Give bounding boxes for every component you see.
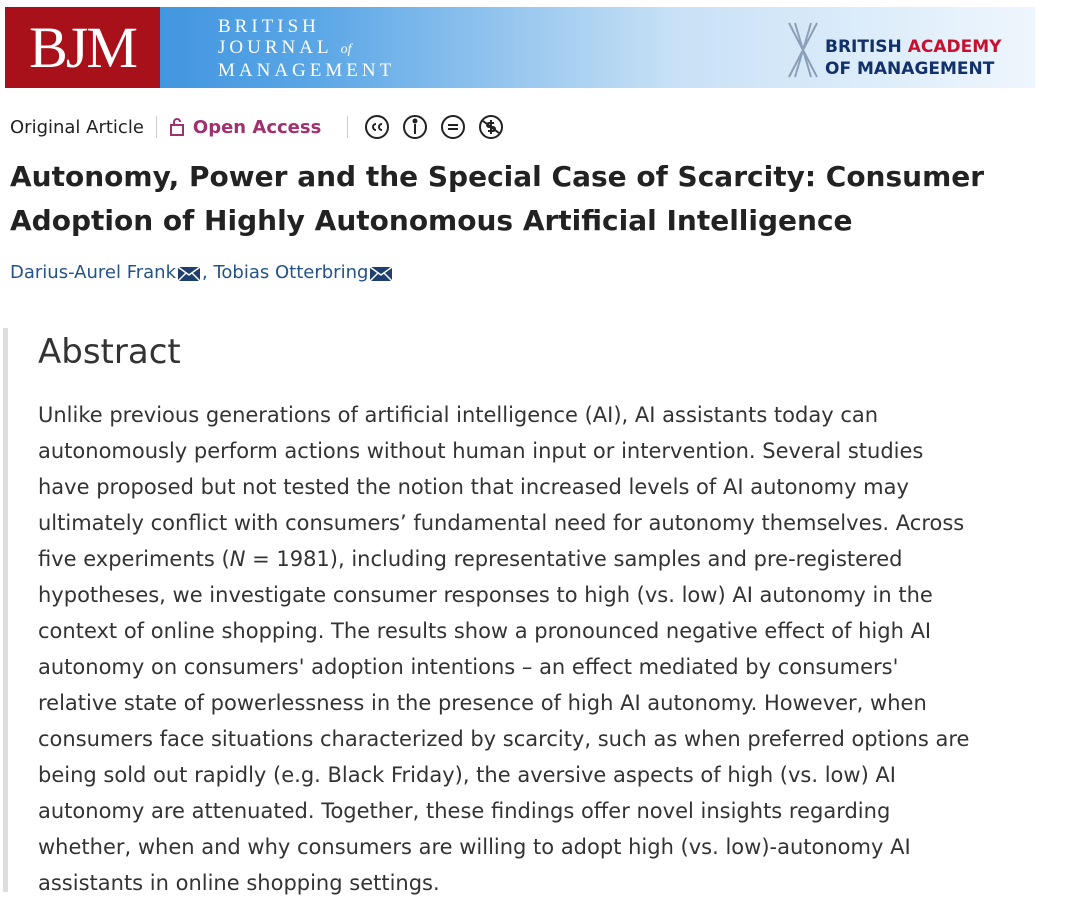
section-bar [3, 328, 8, 892]
journal-banner: BJM BRITISH JOURNAL of MANAGEMENT BRITIS… [5, 7, 1035, 88]
journal-name: BRITISH JOURNAL of MANAGEMENT [218, 16, 395, 81]
journal-word: JOURNAL [218, 37, 332, 58]
abstract-text: autonomy on consumers' adoption intentio… [38, 655, 899, 679]
article-type: Original Article [10, 116, 144, 138]
abstract-text: autonomy are attenuated. Together, these… [38, 799, 891, 823]
journal-line: MANAGEMENT [218, 60, 396, 81]
abstract-line: context of online shopping. The results … [38, 613, 969, 649]
academy-line: OF MANAGEMENT [825, 59, 995, 79]
academy-word: ACADEMY [907, 37, 1002, 57]
abstract-text: = 1981), including representative sample… [245, 547, 903, 571]
abstract-body: Unlike previous generations of artificia… [38, 397, 969, 901]
abstract-text: context of online shopping. The results … [38, 619, 932, 643]
journal-word: of [340, 42, 352, 57]
divider [347, 116, 349, 138]
abstract-text: ultimately conflict with consumers’ fund… [38, 511, 965, 535]
abstract-line: Unlike previous generations of artificia… [38, 397, 969, 433]
abstract-heading: Abstract [38, 332, 181, 372]
abstract-text: Unlike previous generations of artificia… [38, 403, 879, 427]
author-name[interactable]: Tobias Otterbring [213, 262, 369, 283]
abstract-text: hypotheses, we investigate consumer resp… [38, 583, 933, 607]
article-meta: Original Article Open Access [10, 113, 514, 141]
abstract-line: hypotheses, we investigate consumer resp… [38, 577, 969, 613]
author-list: Darius-Aurel Frank, Tobias Otterbring [10, 262, 394, 283]
journal-logo: BJM [5, 7, 160, 88]
abstract-line: relative state of powerlessness in the p… [38, 685, 969, 721]
abstract-text: relative state of powerlessness in the p… [38, 691, 927, 715]
abstract-line: whether, when and why consumers are will… [38, 829, 969, 865]
abstract-text: being sold out rapidly (e.g. Black Frida… [38, 763, 896, 787]
open-access[interactable]: Open Access [192, 116, 322, 138]
abstract-text: five experiments ( [38, 547, 230, 571]
abstract-line: five experiments (N = 1981), including r… [38, 541, 969, 577]
abstract-line: have proposed but not tested the notion … [38, 469, 969, 505]
divider [155, 116, 157, 138]
abstract-line: assistants in online shopping settings. [38, 865, 969, 901]
license-icons[interactable] [364, 113, 514, 141]
email-icon[interactable] [176, 264, 202, 282]
abstract-line: being sold out rapidly (e.g. Black Frida… [38, 757, 969, 793]
abstract-line: consumers face situations characterized … [38, 721, 969, 757]
journal-line: JOURNAL of [218, 37, 395, 60]
abstract-line: ultimately conflict with consumers’ fund… [38, 505, 969, 541]
email-icon[interactable] [368, 264, 394, 282]
abstract-text: assistants in online shopping settings. [38, 871, 440, 895]
abstract-text: whether, when and why consumers are will… [38, 835, 911, 859]
abstract-line: autonomy are attenuated. Together, these… [38, 793, 969, 829]
abstract-text: consumers face situations characterized … [38, 727, 970, 751]
abstract-text: have proposed but not tested the notion … [38, 475, 909, 499]
article-title: Adoption of Highly Autonomous Artificial… [10, 204, 853, 237]
abstract-text: autonomously perform actions without hum… [38, 439, 924, 463]
abstract-line: autonomously perform actions without hum… [38, 433, 969, 469]
academy-name: BRITISH ACADEMY OF MANAGEMENT [825, 36, 1001, 80]
journal-line: BRITISH [218, 16, 320, 37]
author-separator: , [202, 262, 208, 283]
abstract-line: autonomy on consumers' adoption intentio… [38, 649, 969, 685]
article-title: Autonomy, Power and the Special Case of … [10, 160, 985, 193]
author-name[interactable]: Darius-Aurel Frank [10, 262, 177, 283]
academy-emblem [788, 22, 818, 78]
academy-word: BRITISH [825, 37, 902, 57]
abstract-text: N [229, 547, 246, 571]
lock-icon [169, 118, 184, 136]
